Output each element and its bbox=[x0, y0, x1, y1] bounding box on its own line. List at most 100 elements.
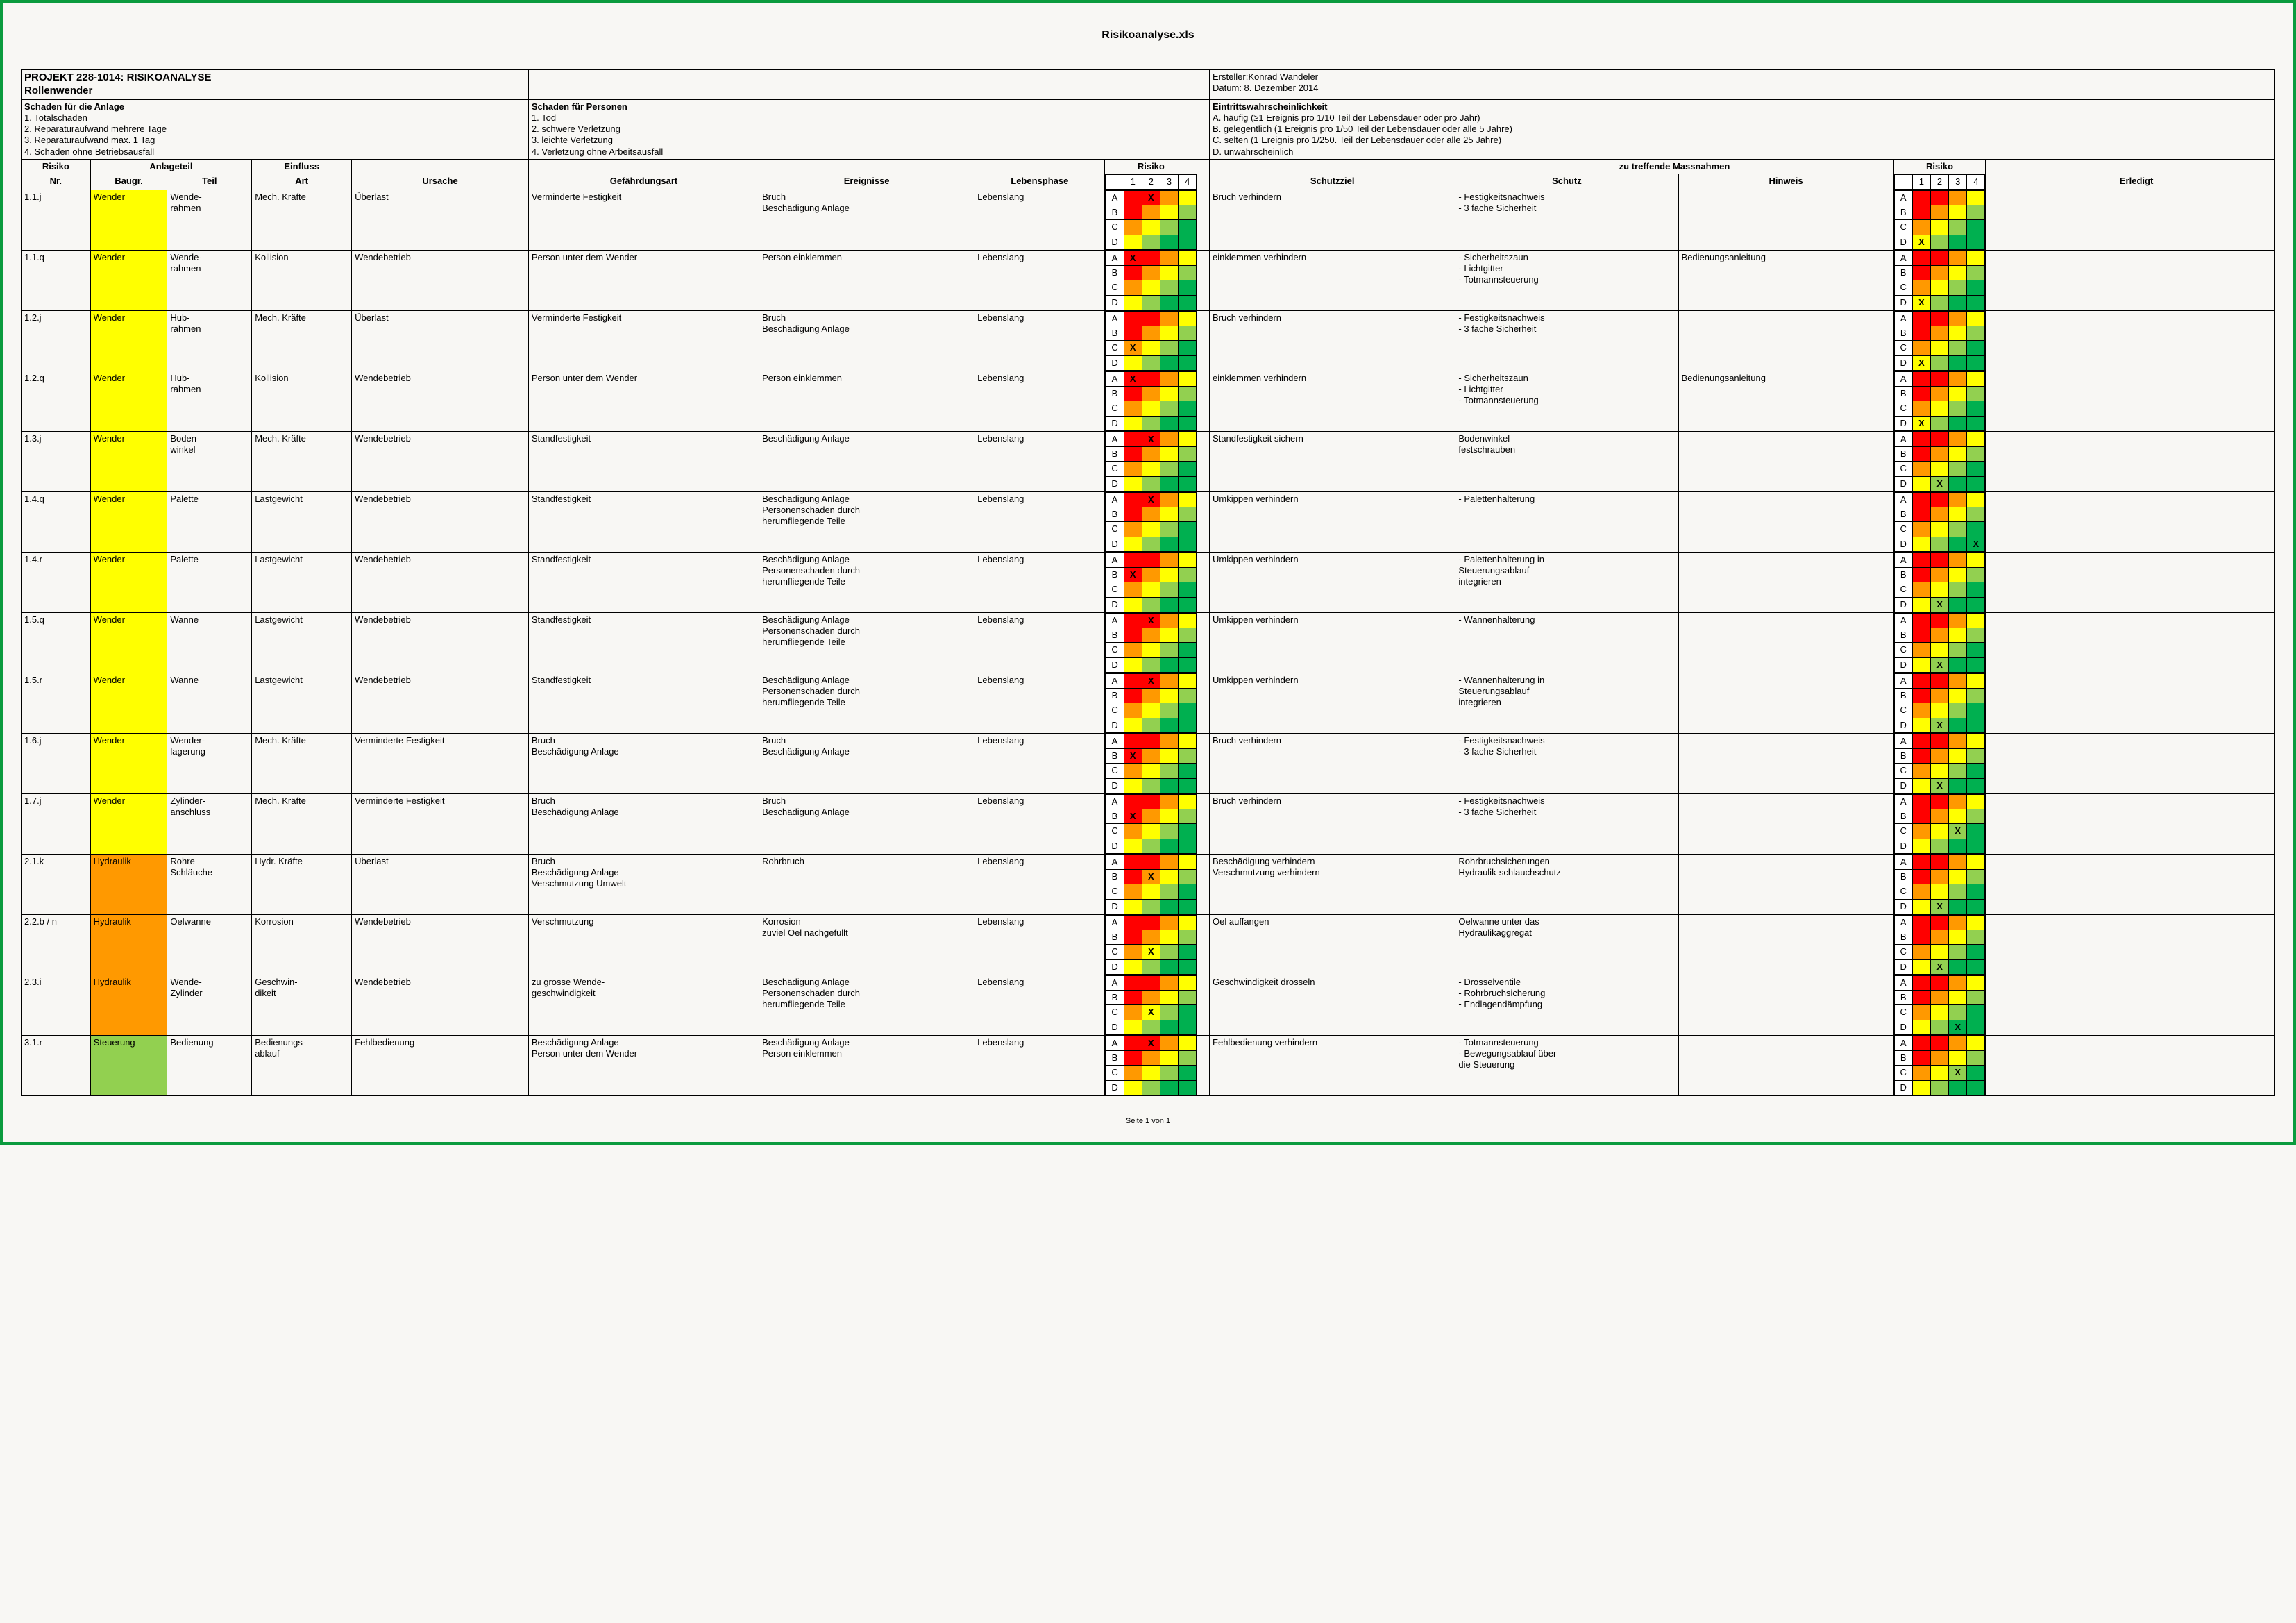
cell-baugr: Wender bbox=[90, 310, 167, 371]
cell-ursache: Verminderte Festigkeit bbox=[352, 793, 529, 854]
head-ursache: Ursache bbox=[352, 174, 529, 190]
cell-ereignisse: Beschädigung AnlagePersonenschaden durch… bbox=[759, 975, 974, 1035]
cell-hinweis bbox=[1678, 793, 1893, 854]
cell-hinweis bbox=[1678, 733, 1893, 793]
head-lebensphase: Lebensphase bbox=[974, 174, 1105, 190]
cell-nr: 1.6.j bbox=[22, 733, 91, 793]
cell-teil: Bedienung bbox=[167, 1035, 252, 1095]
cell-risk-before: ABXCD bbox=[1105, 733, 1197, 793]
cell-lebensphase: Lebenslang bbox=[974, 371, 1105, 431]
cell-nr: 1.3.j bbox=[22, 431, 91, 491]
cell-erledigt bbox=[1998, 552, 2275, 612]
cell-hinweis bbox=[1678, 310, 1893, 371]
cell-baugr: Hydraulik bbox=[90, 854, 167, 914]
cell-lebensphase: Lebenslang bbox=[974, 975, 1105, 1035]
head-massnahmen: zu treffende Massnahmen bbox=[1455, 159, 1893, 174]
cell-schutz: - Palettenhalterung inSteuerungsablaufin… bbox=[1455, 552, 1678, 612]
cell-teil: Boden-winkel bbox=[167, 431, 252, 491]
cell-ursache: Wendebetrieb bbox=[352, 975, 529, 1035]
table-row: 1.3.jWenderBoden-winkelMech. KräfteWende… bbox=[22, 431, 2275, 491]
cell-ereignisse: BruchBeschädigung Anlage bbox=[759, 190, 974, 250]
cell-art: Kollision bbox=[252, 371, 352, 431]
cell-nr: 3.1.r bbox=[22, 1035, 91, 1095]
creator-block: Ersteller:Konrad WandelerDatum: 8. Dezem… bbox=[1210, 70, 2275, 100]
cell-gefaehrdung: BruchBeschädigung Anlage bbox=[528, 733, 759, 793]
cell-art: Lastgewicht bbox=[252, 673, 352, 733]
cell-schutzziel: Bruch verhindern bbox=[1210, 733, 1455, 793]
table-row: 1.2.qWenderHub-rahmenKollisionWendebetri… bbox=[22, 371, 2275, 431]
cell-ereignisse: Beschädigung Anlage bbox=[759, 431, 974, 491]
cell-ereignisse: Beschädigung AnlagePerson einklemmen bbox=[759, 1035, 974, 1095]
cell-ursache: Wendebetrieb bbox=[352, 612, 529, 673]
cell-gefaehrdung: Person unter dem Wender bbox=[528, 250, 759, 310]
table-row: 2.3.iHydraulikWende-ZylinderGeschwin-dik… bbox=[22, 975, 2275, 1035]
cell-schutzziel: einklemmen verhindern bbox=[1210, 371, 1455, 431]
cell-teil: Zylinder-anschluss bbox=[167, 793, 252, 854]
cell-gefaehrdung: BruchBeschädigung Anlage bbox=[528, 793, 759, 854]
cell-nr: 1.5.r bbox=[22, 673, 91, 733]
cell-nr: 1.1.q bbox=[22, 250, 91, 310]
cell-baugr: Hydraulik bbox=[90, 914, 167, 975]
cell-risk-before: AXBCD bbox=[1105, 491, 1197, 552]
cell-hinweis bbox=[1678, 1035, 1893, 1095]
cell-lebensphase: Lebenslang bbox=[974, 733, 1105, 793]
cell-risk-after: ABCDX bbox=[1893, 612, 1986, 673]
cell-art: Kollision bbox=[252, 250, 352, 310]
cell-art: Mech. Kräfte bbox=[252, 793, 352, 854]
cell-hinweis bbox=[1678, 491, 1893, 552]
cell-erledigt bbox=[1998, 431, 2275, 491]
cell-risk-before: AXBCD bbox=[1105, 190, 1197, 250]
cell-risk-before: AXBCD bbox=[1105, 371, 1197, 431]
cell-hinweis bbox=[1678, 190, 1893, 250]
cell-schutzziel: Umkippen verhindern bbox=[1210, 552, 1455, 612]
cell-nr: 2.1.k bbox=[22, 854, 91, 914]
cell-baugr: Wender bbox=[90, 250, 167, 310]
probability-legend: EintrittswahrscheinlichkeitA. häufig (≥1… bbox=[1210, 99, 2275, 159]
cell-schutz: RohrbruchsicherungenHydraulik-schlauchsc… bbox=[1455, 854, 1678, 914]
cell-lebensphase: Lebenslang bbox=[974, 914, 1105, 975]
cell-schutz: - Festigkeitsnachweis- 3 fache Sicherhei… bbox=[1455, 310, 1678, 371]
cell-ursache: Wendebetrieb bbox=[352, 673, 529, 733]
cell-schutzziel: Bruch verhindern bbox=[1210, 310, 1455, 371]
head-hinweis: Hinweis bbox=[1678, 174, 1893, 190]
cell-schutz: - Sicherheitszaun- Lichtgitter- Totmanns… bbox=[1455, 371, 1678, 431]
cell-teil: Hub-rahmen bbox=[167, 371, 252, 431]
cell-ursache: Überlast bbox=[352, 190, 529, 250]
table-row: 1.6.jWenderWender-lagerungMech. KräfteVe… bbox=[22, 733, 2275, 793]
cell-baugr: Wender bbox=[90, 733, 167, 793]
cell-risk-after: ABCDX bbox=[1893, 371, 1986, 431]
cell-lebensphase: Lebenslang bbox=[974, 1035, 1105, 1095]
cell-baugr: Hydraulik bbox=[90, 975, 167, 1035]
cell-nr: 2.3.i bbox=[22, 975, 91, 1035]
cell-lebensphase: Lebenslang bbox=[974, 854, 1105, 914]
cell-schutzziel: Standfestigkeit sichern bbox=[1210, 431, 1455, 491]
table-row: 2.1.kHydraulikRohreSchläucheHydr. Kräfte… bbox=[22, 854, 2275, 914]
cell-teil: Wende-rahmen bbox=[167, 190, 252, 250]
cell-schutz: - Palettenhalterung bbox=[1455, 491, 1678, 552]
cell-schutz: - Festigkeitsnachweis- 3 fache Sicherhei… bbox=[1455, 733, 1678, 793]
cell-risk-before: ABXCD bbox=[1105, 854, 1197, 914]
cell-erledigt bbox=[1998, 250, 2275, 310]
person-legend: Schaden für Personen1. Tod2. schwere Ver… bbox=[528, 99, 1209, 159]
cell-risk-after: ABCDX bbox=[1893, 914, 1986, 975]
cell-erledigt bbox=[1998, 371, 2275, 431]
head-gefaehrdung: Gefährdungsart bbox=[528, 174, 759, 190]
cell-art: Lastgewicht bbox=[252, 552, 352, 612]
cell-schutzziel: Umkippen verhindern bbox=[1210, 673, 1455, 733]
cell-art: Mech. Kräfte bbox=[252, 733, 352, 793]
cell-schutz: Oelwanne unter dasHydraulikaggregat bbox=[1455, 914, 1678, 975]
cell-teil: Wanne bbox=[167, 612, 252, 673]
anlage-legend: Schaden für die Anlage1. Totalschaden2. … bbox=[22, 99, 529, 159]
cell-risk-before: AXBCD bbox=[1105, 612, 1197, 673]
cell-art: Lastgewicht bbox=[252, 612, 352, 673]
cell-nr: 1.2.j bbox=[22, 310, 91, 371]
head-art: Art bbox=[252, 174, 352, 190]
cell-schutzziel: Beschädigung verhindernVerschmutzung ver… bbox=[1210, 854, 1455, 914]
cell-gefaehrdung: Standfestigkeit bbox=[528, 673, 759, 733]
cell-baugr: Wender bbox=[90, 793, 167, 854]
cell-baugr: Wender bbox=[90, 552, 167, 612]
cell-ursache: Wendebetrieb bbox=[352, 371, 529, 431]
middle-empty bbox=[528, 70, 1209, 100]
cell-erledigt bbox=[1998, 612, 2275, 673]
cell-ereignisse: Beschädigung AnlagePersonenschaden durch… bbox=[759, 612, 974, 673]
